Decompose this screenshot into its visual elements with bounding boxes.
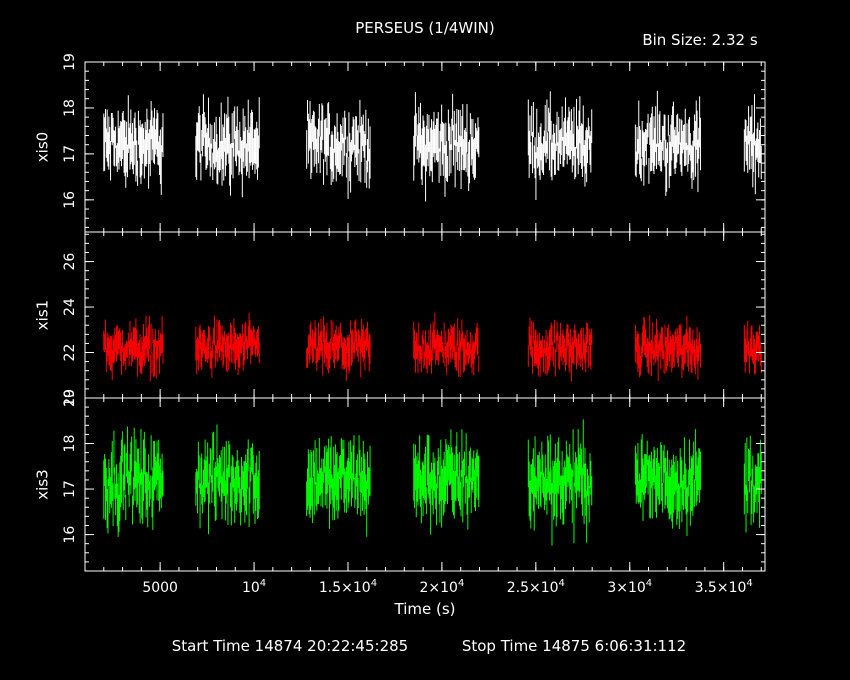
- x-tick-label: 3.5×104: [695, 578, 753, 596]
- xis1-series: [103, 312, 762, 382]
- xis3-frame: [84, 397, 766, 572]
- xis0-series: [103, 90, 762, 202]
- y-tick-label: 20: [62, 389, 78, 407]
- y-tick-label: 17: [62, 480, 78, 498]
- x-axis-label: Time (s): [394, 600, 456, 618]
- xis0-axis-label: xis0: [33, 132, 51, 162]
- y-tick-label: 16: [62, 526, 78, 544]
- start-time-label: Start Time 14874 20:22:45:285: [172, 637, 408, 655]
- xis1-frame: [84, 231, 766, 399]
- x-tick-label: 104: [242, 578, 266, 596]
- x-tick-label: 1.5×104: [319, 578, 377, 596]
- x-tick-label: 5000: [142, 580, 178, 596]
- bin-size-label: Bin Size: 2.32 s: [642, 31, 758, 49]
- y-tick-label: 18: [62, 99, 78, 117]
- y-tick-label: 26: [62, 253, 78, 271]
- y-tick-label: 22: [62, 344, 78, 362]
- x-tick-label: 2×104: [419, 578, 464, 596]
- chart-title: PERSEUS (1/4WIN): [355, 19, 495, 37]
- y-tick-label: 18: [62, 435, 78, 453]
- y-tick-label: 19: [62, 389, 78, 407]
- x-tick-label: 2.5×104: [507, 578, 565, 596]
- xis3-series: [103, 419, 762, 546]
- xis1-axis-label: xis1: [33, 300, 51, 330]
- stop-time-label: Stop Time 14875 6:06:31:112: [462, 637, 686, 655]
- y-tick-label: 19: [62, 53, 78, 71]
- y-tick-label: 16: [62, 191, 78, 209]
- x-tick-label: 3×104: [607, 578, 652, 596]
- xis3-axis-label: xis3: [33, 469, 51, 499]
- plot-area: 16 17 18 19 xis0 20 22 24 26 xis1 16 17 18 19 xis3 5000…: [33, 53, 766, 596]
- y-tick-label: 24: [62, 298, 78, 316]
- y-tick-label: 17: [62, 145, 78, 163]
